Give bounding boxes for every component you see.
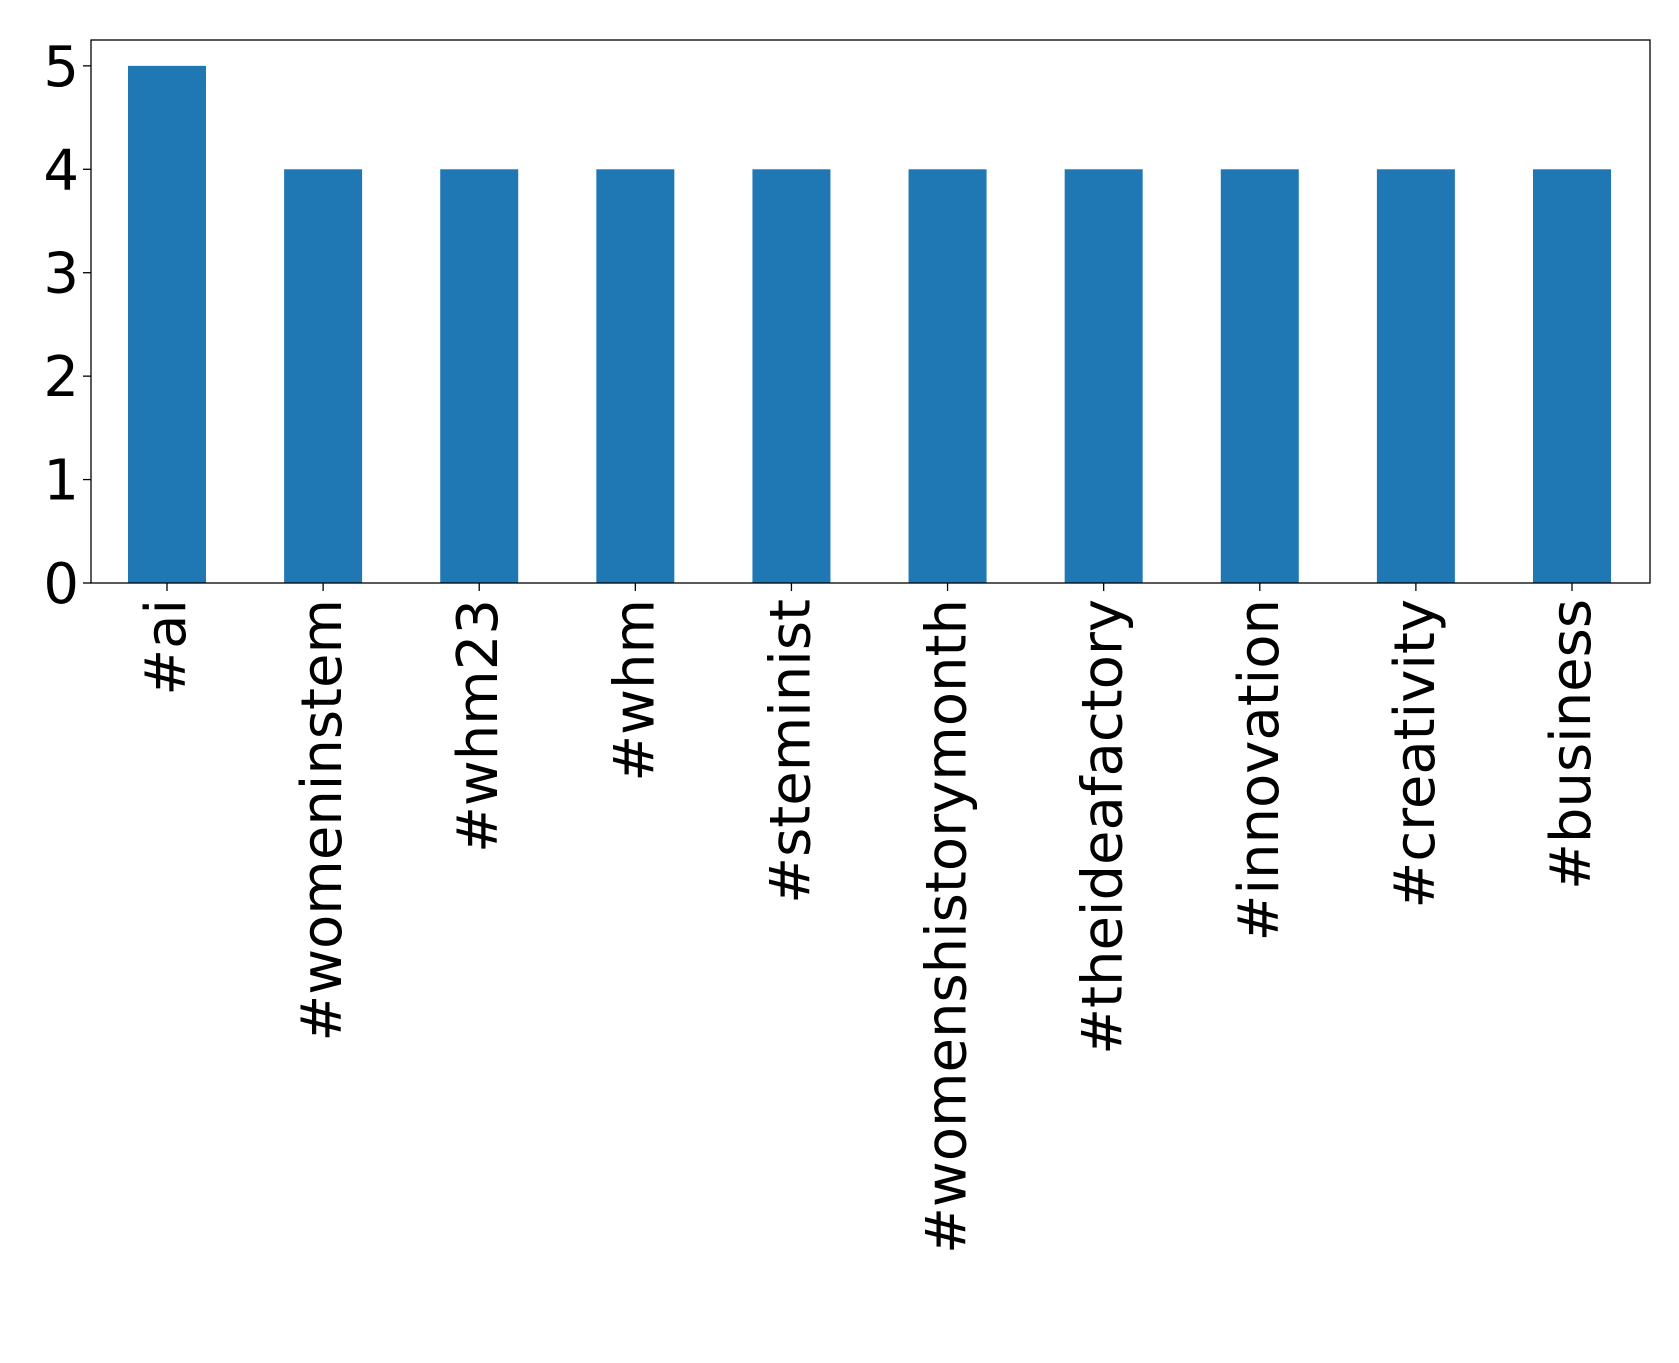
x-tick-label: #theideafactory — [1071, 599, 1136, 1055]
x-tick-label: #womenshistorymonth — [915, 599, 980, 1254]
y-tick-label: 0 — [43, 552, 79, 617]
bar-whm23 — [440, 169, 519, 584]
x-tick-label: #business — [1539, 599, 1604, 890]
x-tick-label: #womeninstem — [290, 599, 355, 1042]
y-tick-label: 5 — [43, 35, 79, 100]
plot-frame — [90, 39, 1651, 584]
x-tick-label: #innovation — [1227, 599, 1292, 941]
y-tick-label: 1 — [43, 449, 79, 514]
x-tick-label: #creativity — [1383, 599, 1448, 909]
y-tick-label: 2 — [43, 345, 79, 410]
bar-womeninstem — [284, 169, 363, 584]
x-tick-label: #steminist — [758, 599, 823, 904]
bar-steminist — [752, 169, 831, 584]
y-tick-label: 4 — [43, 138, 79, 203]
bar-womenshistorymonth — [908, 169, 987, 584]
bars-layer — [128, 65, 1611, 584]
bar-ai — [128, 65, 206, 584]
x-tick-label: #whm23 — [446, 599, 511, 853]
bar-whm — [596, 169, 675, 584]
x-tick-label: #whm — [602, 599, 667, 782]
x-axis: #ai #womeninstem #whm23 #whm #steminist #wome… — [134, 583, 1604, 1254]
bar-theideafactory — [1064, 169, 1143, 584]
bar-creativity — [1376, 169, 1455, 584]
bar-business — [1533, 169, 1611, 584]
y-axis: 0 1 2 3 4 5 — [43, 35, 91, 617]
bar-innovation — [1220, 169, 1299, 584]
y-tick-label: 3 — [43, 242, 79, 307]
x-tick-label: #ai — [134, 599, 199, 696]
